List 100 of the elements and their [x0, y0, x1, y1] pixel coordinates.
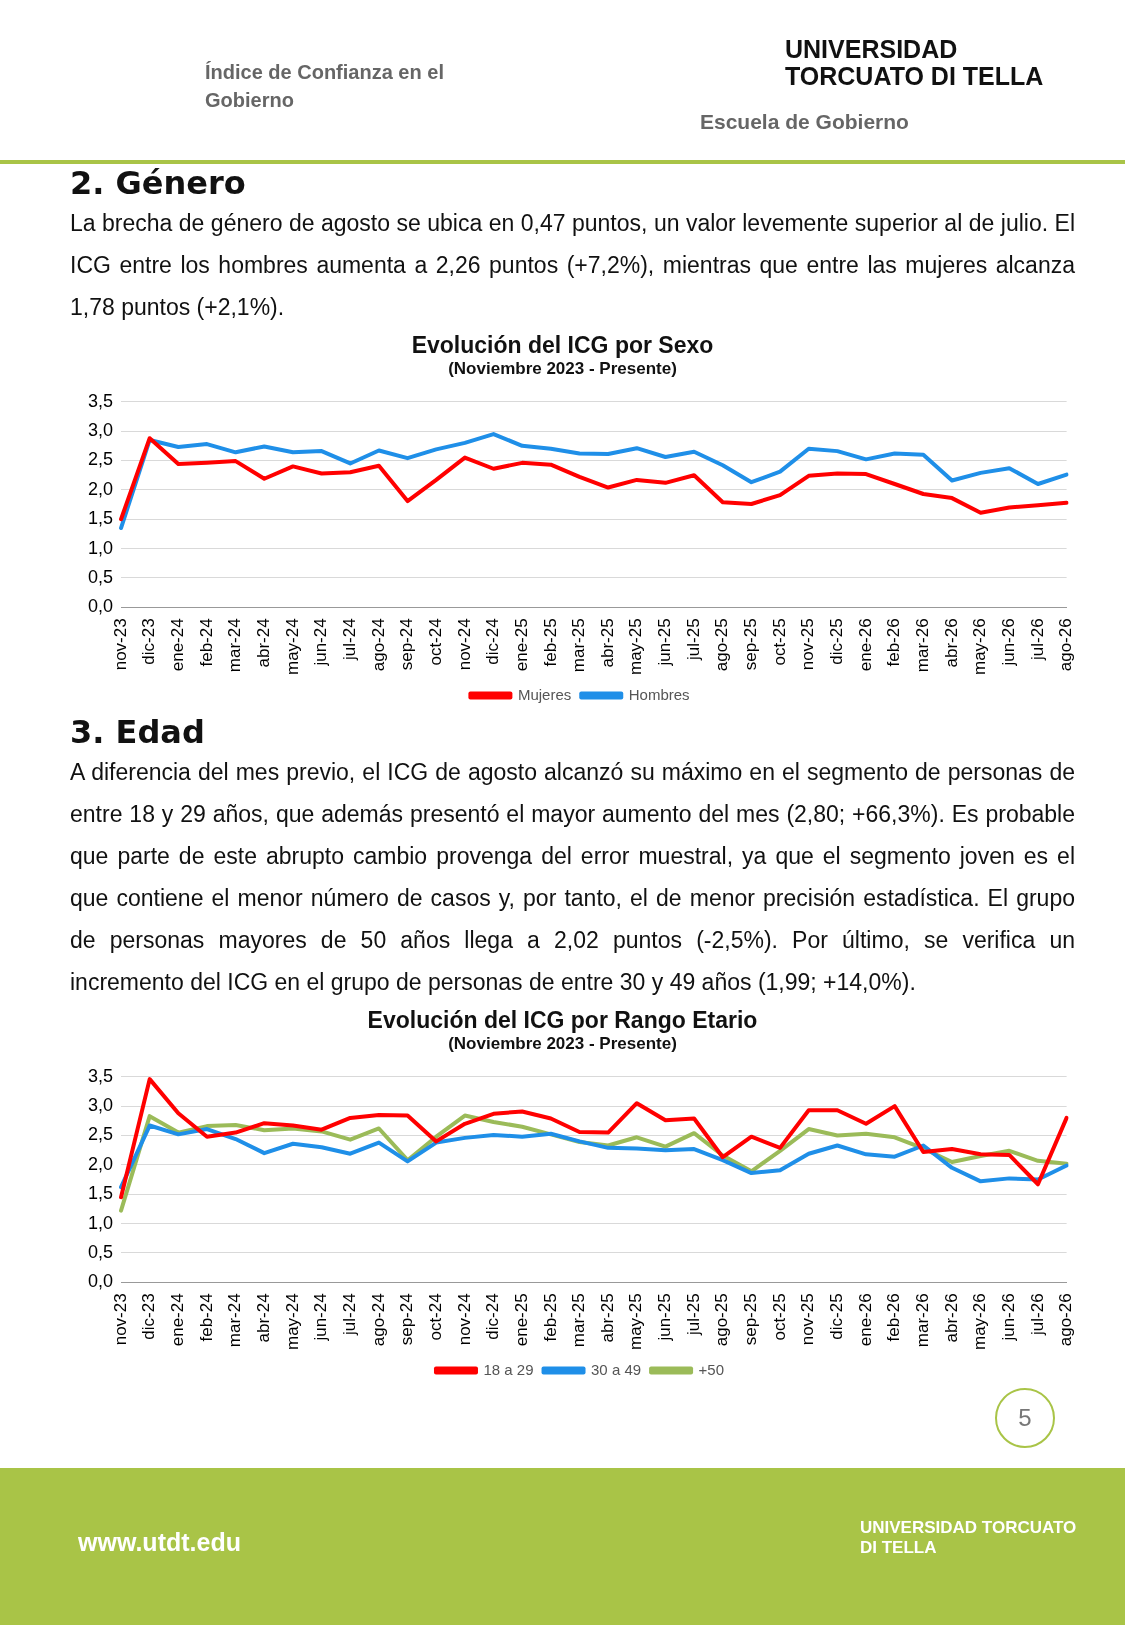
x-tick-label: abr-24 — [253, 1293, 273, 1343]
legend-label: 18 a 29 — [483, 1360, 534, 1378]
x-tick-label: abr-26 — [941, 1293, 961, 1343]
x-tick-label: feb-26 — [884, 1293, 904, 1342]
x-tick-label: may-26 — [970, 618, 990, 675]
x-tick-label: mar-25 — [569, 618, 589, 673]
x-tick-label: abr-26 — [941, 618, 961, 668]
x-tick-label: feb-24 — [196, 618, 216, 667]
x-tick-label: ago-25 — [712, 1293, 732, 1347]
x-tick-label: ago-26 — [1056, 618, 1076, 672]
x-tick-label: ene-24 — [168, 1293, 188, 1347]
x-tick-label: abr-24 — [253, 618, 273, 668]
text: A diferencia del mes previo, el ICG de agosto alcanzó su máximo en el segmento de personas de entre 18 y 29 años, que además presentó el mayor aumento del mes (2,80; +66,3%). Es probable que parte de este abrupto cambio provenga del error muestral, ya que el segmento joven es el que contiene el menor número de casos y, por tanto, el de menor precisión estadística. El grupo de personas mayores de 50 años llega a 2,02 puntos (-2,5%). Por último, se verifica un incremento del ICG en el grupo de personas de entre 30 y 49 años (1,99; +14,0%). — [70, 758, 1075, 997]
x-tick-label: mar-24 — [225, 1293, 245, 1348]
legend-label: Hombres — [628, 685, 690, 703]
y-tick-label: 3,0 — [87, 420, 114, 441]
legend-label: 30 a 49 — [591, 1360, 642, 1378]
y-tick-label: 3,0 — [87, 1095, 114, 1116]
text: Escuela de Gobierno — [700, 110, 909, 134]
chart-subtitle: (Noviembre 2023 - Presente) — [447, 1034, 678, 1054]
x-tick-label: dic-24 — [483, 1293, 503, 1340]
text: Índice de Confianza en el Gobierno — [205, 60, 445, 113]
x-tick-label: nov-23 — [110, 1293, 130, 1346]
y-tick-label: 1,0 — [87, 537, 114, 558]
text: UNIVERSIDAD TORCUATO DI TELLA — [860, 1518, 1078, 1558]
x-tick-label: jun-24 — [311, 618, 331, 667]
x-tick-label: jul-26 — [1027, 1293, 1047, 1336]
y-tick-label: 2,5 — [87, 449, 114, 470]
text: 2. Género — [70, 164, 247, 202]
x-tick-label: jun-24 — [311, 1293, 331, 1342]
x-tick-label: jun-26 — [998, 618, 1018, 667]
x-tick-label: dic-25 — [827, 618, 847, 665]
x-tick-label: mar-25 — [569, 1293, 589, 1348]
x-tick-label: may-24 — [282, 618, 302, 675]
legend-label: +50 — [698, 1360, 725, 1378]
y-tick-label: 0,5 — [87, 566, 114, 587]
x-tick-label: jul-25 — [683, 618, 703, 661]
x-tick-label: jul-25 — [683, 1293, 703, 1336]
x-tick-label: oct-24 — [425, 1293, 445, 1341]
x-tick-label: feb-26 — [884, 618, 904, 667]
legend-label: Mujeres — [517, 685, 572, 703]
y-tick-label: 1,5 — [87, 508, 114, 529]
y-tick-label: 0,5 — [87, 1241, 114, 1262]
x-tick-label: dic-24 — [483, 618, 503, 665]
text: 5 — [995, 1388, 1055, 1448]
x-tick-label: nov-24 — [454, 618, 474, 671]
y-tick-label: 3,5 — [87, 390, 114, 411]
x-tick-label: may-25 — [626, 618, 646, 675]
x-tick-label: ago-25 — [712, 618, 732, 672]
x-tick-label: feb-25 — [540, 618, 560, 667]
x-tick-label: feb-25 — [540, 1293, 560, 1342]
x-tick-label: dic-23 — [139, 1293, 159, 1340]
text: La brecha de género de agosto se ubica en 0,47 puntos, un valor levemente superior al de julio. El ICG entre los hombres aumenta a 2,26 puntos (+7,2%), mientras que entre las mujeres alcanza 1,78 puntos (+2,1%). — [70, 209, 1075, 322]
x-tick-label: nov-23 — [110, 618, 130, 671]
x-tick-label: jul-24 — [339, 1293, 359, 1336]
x-tick-label: jul-24 — [339, 618, 359, 661]
x-tick-label: dic-25 — [827, 1293, 847, 1340]
x-tick-label: mar-26 — [913, 618, 933, 673]
chart-title: Evolución del ICG por Rango Etario — [366, 1007, 759, 1034]
x-tick-label: jun-25 — [655, 618, 675, 667]
x-tick-label: sep-25 — [741, 618, 761, 671]
chart-subtitle: (Noviembre 2023 - Presente) — [447, 359, 678, 379]
x-tick-label: may-24 — [282, 1293, 302, 1350]
text: www.utdt.edu — [78, 1528, 241, 1557]
x-tick-label: jun-25 — [655, 1293, 675, 1342]
x-tick-label: ene-24 — [168, 618, 188, 672]
x-tick-label: abr-25 — [597, 618, 617, 668]
x-tick-label: ene-25 — [511, 618, 531, 672]
y-tick-label: 0,0 — [87, 1271, 114, 1292]
text: 3. Edad — [70, 713, 206, 751]
y-tick-label: 2,0 — [87, 478, 114, 499]
x-tick-label: ago-24 — [368, 1293, 388, 1347]
x-tick-label: sep-24 — [397, 618, 417, 671]
x-tick-label: oct-24 — [425, 618, 445, 666]
x-tick-label: nov-24 — [454, 1293, 474, 1346]
x-tick-label: may-25 — [626, 1293, 646, 1350]
x-tick-label: feb-24 — [196, 1293, 216, 1342]
y-tick-label: 2,5 — [87, 1124, 114, 1145]
y-tick-label: 1,5 — [87, 1183, 114, 1204]
x-tick-label: oct-25 — [769, 618, 789, 666]
x-tick-label: dic-23 — [139, 618, 159, 665]
chart-title: Evolución del ICG por Sexo — [410, 332, 715, 359]
x-tick-label: oct-25 — [769, 1293, 789, 1341]
x-tick-label: mar-26 — [913, 1293, 933, 1348]
x-tick-label: ene-25 — [511, 1293, 531, 1347]
x-tick-label: jul-26 — [1027, 618, 1047, 661]
x-tick-label: ago-24 — [368, 618, 388, 672]
x-tick-label: ene-26 — [855, 1293, 875, 1347]
x-tick-label: mar-24 — [225, 618, 245, 673]
x-tick-label: ene-26 — [855, 618, 875, 672]
x-tick-label: abr-25 — [597, 1293, 617, 1343]
y-tick-label: 3,5 — [87, 1065, 114, 1086]
x-tick-label: sep-24 — [397, 1293, 417, 1346]
x-tick-label: may-26 — [970, 1293, 990, 1350]
text: UNIVERSIDAD TORCUATO DI TELLA — [785, 35, 1045, 90]
x-tick-label: jun-26 — [998, 1293, 1018, 1342]
x-tick-label: nov-25 — [798, 618, 818, 671]
x-tick-label: sep-25 — [741, 1293, 761, 1346]
y-tick-label: 2,0 — [87, 1153, 114, 1174]
y-tick-label: 1,0 — [87, 1212, 114, 1233]
